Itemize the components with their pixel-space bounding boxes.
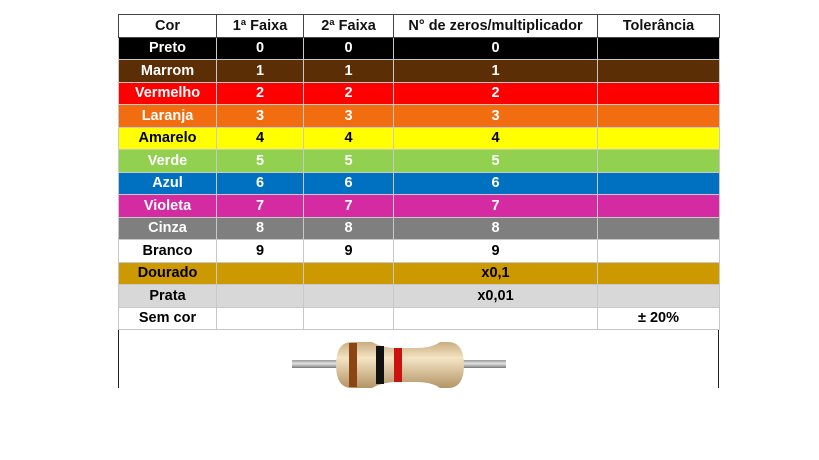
multiplier-value: 6 <box>393 171 598 195</box>
color-name: Marrom <box>118 59 217 83</box>
band1-digit: 6 <box>216 171 304 195</box>
tolerance-value <box>597 36 720 60</box>
band1-digit: 4 <box>216 126 304 150</box>
color-name: Amarelo <box>118 126 217 150</box>
resistor-lead-left <box>292 360 344 368</box>
multiplier-value: 3 <box>393 104 598 128</box>
header-band1: 1ª Faixa <box>216 14 304 38</box>
band2-digit <box>303 284 394 308</box>
resistor-band-2 <box>376 346 384 384</box>
table-row: Branco 9 9 9 <box>118 239 720 263</box>
table-row: Marrom 1 1 1 <box>118 59 720 83</box>
band2-digit: 7 <box>303 194 394 218</box>
tolerance-value <box>597 239 720 263</box>
band1-digit: 9 <box>216 239 304 263</box>
resistor-color-code-table: Cor 1ª Faixa 2ª Faixa N° de zeros/multip… <box>118 14 720 330</box>
color-name: Preto <box>118 36 217 60</box>
multiplier-value: x0,1 <box>393 261 598 285</box>
tolerance-value <box>597 149 720 173</box>
band2-digit: 2 <box>303 81 394 105</box>
color-name: Laranja <box>118 104 217 128</box>
band2-digit: 0 <box>303 36 394 60</box>
multiplier-value: 1 <box>393 59 598 83</box>
table-row: Cinza 8 8 8 <box>118 216 720 240</box>
band2-digit: 1 <box>303 59 394 83</box>
header-color: Cor <box>118 14 217 38</box>
table-row: Dourado x0,1 <box>118 261 720 285</box>
band2-digit: 5 <box>303 149 394 173</box>
band1-digit <box>216 284 304 308</box>
tolerance-value: ± 20% <box>597 306 720 330</box>
table-row: Prata x0,01 <box>118 284 720 308</box>
band1-digit: 8 <box>216 216 304 240</box>
table-row: Sem cor ± 20% <box>118 306 720 330</box>
band2-digit: 9 <box>303 239 394 263</box>
band1-digit: 5 <box>216 149 304 173</box>
band1-digit: 7 <box>216 194 304 218</box>
multiplier-value: 7 <box>393 194 598 218</box>
color-name: Verde <box>118 149 217 173</box>
header-multiplier: N° de zeros/multiplicador <box>393 14 598 38</box>
color-name: Prata <box>118 284 217 308</box>
resistor-band-1 <box>349 343 357 387</box>
table-row: Violeta 7 7 7 <box>118 194 720 218</box>
band1-digit <box>216 261 304 285</box>
band1-digit: 1 <box>216 59 304 83</box>
band2-digit: 4 <box>303 126 394 150</box>
tolerance-value <box>597 81 720 105</box>
band1-digit: 2 <box>216 81 304 105</box>
table-row: Azul 6 6 6 <box>118 171 720 195</box>
resistor-band-3 <box>394 348 402 382</box>
header-row: Cor 1ª Faixa 2ª Faixa N° de zeros/multip… <box>118 14 720 38</box>
multiplier-value: 5 <box>393 149 598 173</box>
band1-digit <box>216 306 304 330</box>
table-row: Verde 5 5 5 <box>118 149 720 173</box>
tolerance-value <box>597 171 720 195</box>
band1-digit: 0 <box>216 36 304 60</box>
band2-digit: 3 <box>303 104 394 128</box>
band2-digit: 6 <box>303 171 394 195</box>
tolerance-value <box>597 284 720 308</box>
multiplier-value: 2 <box>393 81 598 105</box>
color-name: Sem cor <box>118 306 217 330</box>
multiplier-value <box>393 306 598 330</box>
color-name: Vermelho <box>118 81 217 105</box>
table-row: Amarelo 4 4 4 <box>118 126 720 150</box>
color-name: Branco <box>118 239 217 263</box>
multiplier-value: 9 <box>393 239 598 263</box>
tolerance-value <box>597 261 720 285</box>
multiplier-value: 0 <box>393 36 598 60</box>
tolerance-value <box>597 104 720 128</box>
color-name: Azul <box>118 171 217 195</box>
color-name: Dourado <box>118 261 217 285</box>
table-row: Preto 0 0 0 <box>118 36 720 60</box>
multiplier-value: 4 <box>393 126 598 150</box>
table-row: Vermelho 2 2 2 <box>118 81 720 105</box>
resistor-icon <box>292 342 506 388</box>
table-row: Laranja 3 3 3 <box>118 104 720 128</box>
tolerance-value <box>597 194 720 218</box>
header-tolerance: Tolerância <box>597 14 720 38</box>
band2-digit <box>303 306 394 330</box>
band2-digit: 8 <box>303 216 394 240</box>
multiplier-value: x0,01 <box>393 284 598 308</box>
color-name: Violeta <box>118 194 217 218</box>
multiplier-value: 8 <box>393 216 598 240</box>
tolerance-value <box>597 59 720 83</box>
color-name: Cinza <box>118 216 217 240</box>
resistor-lead-right <box>456 360 506 368</box>
tolerance-value <box>597 126 720 150</box>
band2-digit <box>303 261 394 285</box>
header-band2: 2ª Faixa <box>303 14 394 38</box>
band1-digit: 3 <box>216 104 304 128</box>
tolerance-value <box>597 216 720 240</box>
